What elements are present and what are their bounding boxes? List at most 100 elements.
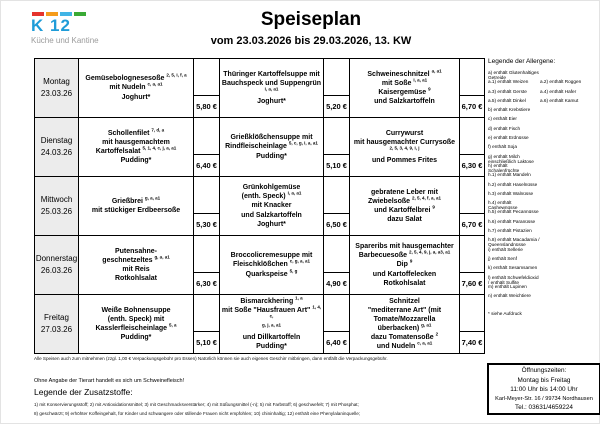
allergen-legend-list: a) enthält Glutenhaltiges Getreide a.1) e… xyxy=(488,70,600,302)
meal-price: 7,40 € xyxy=(460,331,484,353)
allergen-item-left: h.3) enthält Walnüsse xyxy=(488,190,534,196)
dish-line: mit Soße i, a, a1 xyxy=(381,77,428,87)
allergen-superscript: g, a1 xyxy=(421,322,432,328)
allergen-item: h.8) enthält Macadamia / Queenslandnüsse xyxy=(488,237,600,247)
allergen-item: h.4) enthält Cashewnüsse xyxy=(488,200,600,211)
meal-price: 6,30 € xyxy=(194,272,219,294)
menu-day-cell: Montag 23.03.26 xyxy=(35,59,79,118)
opening-hours-line: Öffnungszeiten: xyxy=(521,367,567,374)
allergen-item: c) enthält Eier xyxy=(488,116,600,125)
menu-price-cell: 7,40 € xyxy=(460,295,485,354)
allergen-item: h.2) enthält Haselnüsse xyxy=(488,182,600,191)
dish-line: Kartoffelsalat 5, 1, 4, c, j, a, a1 xyxy=(95,145,177,155)
dish-line: Pudding* xyxy=(256,152,287,160)
dish-line: gebratene Leber mit xyxy=(371,188,438,196)
allergen-item-right: a.4) enthält Hafer xyxy=(540,88,577,94)
allergen-item: h.7) enthält Pistazien xyxy=(488,228,600,237)
dish-line: mit hausgemachter Currysoße xyxy=(353,138,456,146)
menu-dish-cell: Grünkohlgemüse (enth. Speck) i, a, a1 mit … xyxy=(220,177,324,236)
opening-hours-line: Montag bis Freitag xyxy=(517,376,571,384)
menu-price-cell: 5,30 € xyxy=(194,177,220,236)
allergen-item: h.1) enthält Mandeln xyxy=(488,172,600,181)
day-name: Montag xyxy=(43,77,70,86)
price-spacer xyxy=(460,118,484,154)
allergen-item-left: l) enthält Schwefeldioxid / enthält Sulf… xyxy=(488,274,539,285)
meal-price: 5,10 € xyxy=(324,154,349,176)
allergen-item: a.3) enthält Gerste a.4) enthält Hafer xyxy=(488,89,600,98)
meal-price: 6,50 € xyxy=(324,213,349,235)
allergen-superscript: g, a, a1 xyxy=(154,254,170,260)
allergen-superscript: 5, a xyxy=(169,322,177,328)
allergen-item: h.3) enthält Walnüsse xyxy=(488,191,600,200)
allergen-item-left: h.4) enthält Cashewnüsse xyxy=(488,200,518,211)
dish-line: dazu Salat xyxy=(387,216,422,224)
dish-line: Weiße Bohnensuppe xyxy=(101,306,171,314)
allergen-item: d) enthält Fisch xyxy=(488,126,600,135)
menu-day-cell: Freitag 27.03.26 xyxy=(35,295,79,354)
dish-line: mit stückiger Erdbeersoße xyxy=(91,207,181,214)
menu-price-cell: 6,40 € xyxy=(194,118,220,177)
additives-legend-title: Legende der Zusatzstoffe: xyxy=(34,387,133,397)
dish-line: Kasslerfleischeinlage 5, a xyxy=(95,322,177,332)
dish-line: Pudding* xyxy=(120,334,152,342)
dish-line: Tomate/Mozzarella xyxy=(373,315,436,323)
page-subtitle: vom 23.03.2026 bis 29.03.2026, 13. KW xyxy=(210,35,412,47)
menu-day-cell: Donnerstag 26.03.26 xyxy=(35,236,79,295)
allergen-item-left: h) enthält Schalenfrüchte xyxy=(488,162,520,173)
meal-price: 6,40 € xyxy=(194,154,219,176)
logo-name: K 12 xyxy=(31,16,71,35)
allergen-item: a.1) enthält Weizen a.2) enthält Roggen xyxy=(488,79,600,88)
allergen-item-left: h.1) enthält Mandeln xyxy=(488,172,531,178)
takeaway-note: Alle Speisen auch zum mitnehmen (zzgl. 1… xyxy=(34,356,388,361)
allergen-superscript: c, a, a1 xyxy=(147,82,163,88)
allergen-item: a.5) enthält Dinkel a.6) enthält Kamut xyxy=(488,98,600,107)
dish-line: Pudding* xyxy=(120,157,152,165)
dish-line: geschnetzeltes g, a, a1 xyxy=(102,254,170,264)
allergen-superscript: 5, g xyxy=(289,268,298,274)
dish-line: Schnitzel xyxy=(389,297,420,305)
menu-price-cell: 4,90 € xyxy=(324,236,350,295)
dish-line: und Kartoffelecken xyxy=(372,270,437,278)
allergen-item-left: d) enthält Fisch xyxy=(488,125,521,131)
allergen-superscript: g, j, a, a1 xyxy=(261,322,281,328)
dish-line: und Salzkartoffeln xyxy=(374,98,435,106)
dish-line: mit hausgemachtem xyxy=(102,138,170,146)
meal-price: 6,40 € xyxy=(324,331,349,353)
menu-price-cell: 5,10 € xyxy=(194,295,220,354)
dish-line: überbacken) g, a1 xyxy=(377,322,432,332)
price-spacer xyxy=(324,295,349,331)
menu-price-cell: 6,70 € xyxy=(460,177,485,236)
allergen-item: m) enthält Lupinen xyxy=(488,284,600,293)
allergen-legend-title: Legende der Allergene: xyxy=(488,58,556,65)
day-name: Freitag xyxy=(44,313,69,322)
dish-line: mit Knacker xyxy=(251,202,292,210)
allergen-item-left: j) enthält Senf xyxy=(488,255,517,261)
allergen-item-left: c) enthält Eier xyxy=(488,116,517,122)
price-spacer xyxy=(324,177,349,213)
allergen-item: j) enthält Senf xyxy=(488,256,600,265)
allergen-item: l) enthält Schwefeldioxid / enthält Sulf… xyxy=(488,274,600,285)
dish-line: g, j, a, a1 xyxy=(261,322,281,333)
allergen-superscript: i, a, a1 xyxy=(413,77,428,83)
allergen-item: f) enthält Soja xyxy=(488,144,600,153)
allergen-item: h) enthält Schalenfrüchte xyxy=(488,162,600,173)
allergen-item: e) enthält Erdnüsse xyxy=(488,135,600,144)
allergen-superscript: g, a, a1 xyxy=(144,195,161,201)
meal-price: 6,70 € xyxy=(460,95,484,117)
opening-hours-line: Tel.: 03631/4659224 xyxy=(515,404,573,411)
allergen-superscript: 5, c, g, i, a, a1 xyxy=(288,141,318,147)
allergen-item-left: a) enthält Glutenhaltiges Getreide xyxy=(488,70,539,80)
price-spacer xyxy=(194,295,219,331)
allergen-superscript: c, a, a1 xyxy=(417,340,433,346)
opening-hours-line: 11:00 Uhr bis 14:00 Uhr xyxy=(510,386,578,393)
menu-dish-cell: Currywurst mit hausgemachter Currysoße 2, … xyxy=(350,118,460,177)
price-spacer xyxy=(460,295,484,331)
dish-line: und Salzkartoffeln xyxy=(241,211,302,219)
dish-line: Rotkohlsalat xyxy=(383,279,426,287)
allergen-item-left: n) enthält Weichtiere xyxy=(488,293,531,299)
menu-dish-cell: Broccolicremesuppe mit Fleischklößchen c,… xyxy=(220,236,324,295)
menu-dish-cell: Thüringer Kartoffelsuppe mit Bauchspeck u… xyxy=(220,59,324,118)
logo-dash-icon xyxy=(60,12,72,16)
dish-line: "mediterrane Art" (mit xyxy=(367,306,442,314)
allergen-superscript: 2, 5, 4, f, a, a1 xyxy=(411,195,441,201)
